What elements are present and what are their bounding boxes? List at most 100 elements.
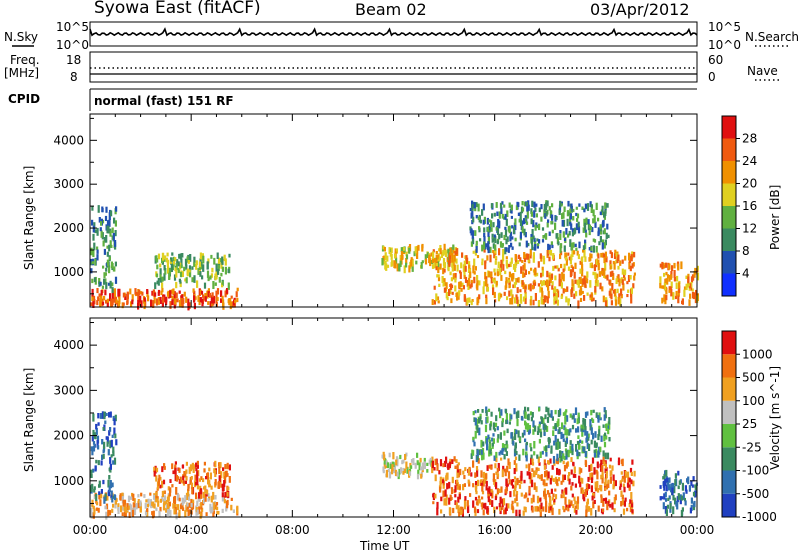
echo-cell	[126, 503, 129, 510]
echo-cell	[493, 212, 496, 217]
echo-cell	[502, 254, 505, 262]
echo-cell	[600, 252, 603, 258]
echo-cell	[188, 269, 191, 273]
echo-cell	[221, 492, 224, 498]
power-colorbar-swatch	[722, 161, 736, 184]
echo-cell	[536, 238, 539, 242]
echo-cell	[672, 483, 675, 490]
echo-cell	[550, 241, 553, 246]
echo-cell	[107, 479, 110, 488]
echo-cell	[110, 454, 113, 458]
echo-cell	[434, 474, 437, 482]
echo-cell	[595, 469, 598, 474]
echo-cell	[107, 225, 110, 234]
echo-cell	[665, 294, 668, 301]
echo-cell	[477, 495, 481, 499]
echo-cell	[161, 466, 164, 473]
echo-cell	[176, 298, 179, 303]
power-colorbar-swatch	[722, 206, 736, 229]
echo-cell	[627, 476, 630, 484]
echo-cell	[567, 450, 570, 458]
echo-cell	[101, 454, 104, 460]
echo-cell	[196, 471, 199, 479]
echo-cell	[202, 491, 205, 498]
echo-cell	[157, 253, 161, 260]
echo-cell	[492, 478, 495, 482]
echo-cell	[534, 224, 537, 231]
echo-cell	[695, 488, 698, 493]
echo-cell	[452, 273, 455, 280]
echo-cell	[463, 475, 466, 480]
echo-cell	[144, 502, 147, 509]
echo-cell	[463, 296, 467, 302]
power-echoes	[90, 200, 700, 311]
echo-cell	[598, 425, 601, 430]
echo-cell	[545, 505, 548, 513]
echo-cell	[557, 267, 560, 272]
echo-cell	[121, 506, 124, 511]
echo-cell	[165, 500, 168, 504]
echo-cell	[102, 479, 105, 485]
echo-cell	[153, 466, 156, 473]
echo-cell	[163, 495, 166, 502]
echo-cell	[533, 210, 536, 218]
echo-cell	[598, 429, 601, 437]
echo-cell	[152, 289, 155, 297]
echo-cell	[395, 257, 398, 264]
echo-cell	[389, 463, 392, 469]
echo-cell	[458, 507, 461, 513]
echo-cell	[551, 229, 554, 234]
echo-cell	[553, 440, 556, 446]
echo-cell	[514, 428, 517, 434]
echo-cell	[498, 503, 501, 508]
echo-cell	[571, 279, 574, 287]
echo-cell	[476, 455, 479, 461]
echo-cell	[190, 502, 193, 508]
echo-cell	[550, 220, 553, 225]
echo-cell	[547, 285, 550, 291]
echo-cell	[586, 442, 589, 449]
echo-cell	[467, 283, 470, 290]
power-ytick-label: 2000	[53, 221, 84, 235]
echo-cell	[531, 458, 534, 464]
echo-cell	[481, 261, 484, 266]
echo-cell	[583, 418, 587, 427]
velocity-colorbar-tick-label: 25	[742, 417, 757, 431]
echo-cell	[568, 478, 571, 485]
echo-cell	[514, 480, 517, 488]
echo-cell	[481, 448, 485, 456]
echo-cell	[503, 234, 506, 241]
echo-cell	[495, 202, 498, 208]
echo-cell	[114, 497, 117, 505]
echo-cell	[510, 432, 513, 439]
echo-cell	[178, 300, 182, 308]
echo-cell	[669, 507, 672, 513]
echo-cell	[521, 260, 524, 263]
echo-cell	[442, 249, 445, 256]
echo-cell	[226, 499, 229, 506]
echo-cell	[673, 485, 676, 494]
echo-cell	[688, 485, 691, 492]
echo-cell	[595, 276, 598, 284]
echo-cell	[390, 253, 393, 260]
echo-cell	[215, 502, 219, 506]
echo-cell	[114, 433, 117, 439]
echo-cell	[207, 498, 210, 502]
echo-cell	[113, 297, 116, 303]
echo-cell	[631, 263, 634, 269]
echo-cell	[488, 219, 491, 223]
echo-cell	[619, 480, 622, 488]
echo-cell	[603, 274, 606, 278]
echo-cell	[578, 444, 581, 450]
echo-cell	[665, 469, 668, 477]
echo-cell	[93, 486, 96, 490]
echo-cell	[93, 494, 96, 500]
echo-cell	[91, 448, 94, 456]
echo-cell	[599, 225, 602, 230]
echo-cell	[181, 465, 184, 469]
echo-cell	[159, 506, 162, 512]
echo-cell	[103, 278, 106, 285]
noise-trace	[89, 27, 698, 37]
echo-cell	[606, 452, 610, 460]
echo-cell	[487, 434, 490, 440]
